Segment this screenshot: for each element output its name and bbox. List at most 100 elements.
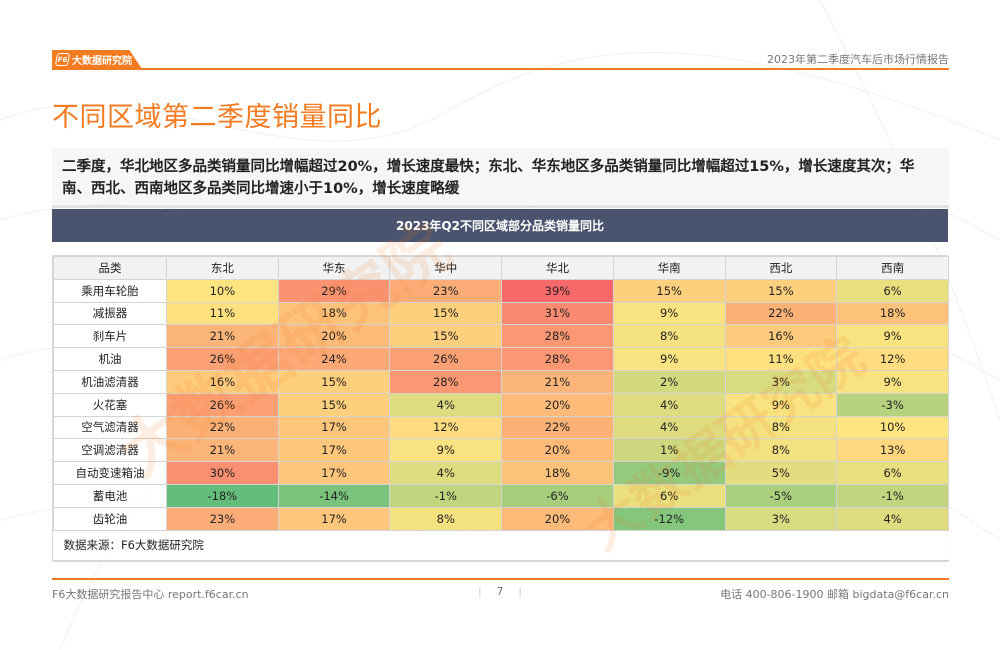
report-title: 2023年第二季度汽车后市场行情报告 [767, 53, 949, 66]
category-label: 自动变速箱油 [53, 461, 167, 485]
footer-report-center: F6大数据研究报告中心 report.f6car.cn [52, 588, 249, 601]
heatmap-cell: -18% [166, 483, 279, 508]
table-row: 减振器 11% 18% 15% 31% 9% 22% 18% [53, 301, 949, 326]
heatmap-cell: 3% [724, 369, 838, 394]
heatmap-cell: 28% [389, 369, 503, 394]
column-header-category: 品类 [53, 256, 167, 280]
category-label: 机油 [53, 347, 167, 371]
heatmap-cell: 13% [836, 438, 949, 463]
heatmap-cell: 6% [612, 483, 726, 508]
separator: | [518, 585, 522, 598]
heatmap-cell: 15% [389, 301, 503, 326]
heatmap-cell: 8% [724, 438, 838, 463]
table-header-row: 品类 东北 华东 华中 华北 华南 西北 西南 [53, 256, 949, 280]
heatmap-cell: -12% [612, 506, 726, 531]
heatmap-cell: -5% [724, 483, 838, 508]
heatmap-cell: 15% [612, 278, 726, 303]
heatmap-cell: 20% [501, 438, 614, 463]
heatmap-cell: 20% [277, 324, 391, 349]
heatmap-cell: -6% [501, 483, 614, 508]
heatmap-cell: 11% [724, 347, 838, 371]
page-number-block: | 7 | [478, 585, 522, 598]
table-row: 机油滤清器 16% 15% 28% 21% 2% 3% 9% [53, 369, 949, 394]
heatmap-cell: 21% [501, 369, 614, 394]
page-title: 不同区域第二季度销量同比 [52, 102, 382, 133]
heatmap-cell: 26% [166, 392, 279, 417]
heatmap-cell: 11% [166, 301, 279, 326]
heatmap-cell: 17% [277, 438, 391, 463]
heatmap-cell: 9% [836, 369, 949, 394]
heatmap-cell: 16% [724, 324, 838, 349]
heatmap-cell: 4% [389, 392, 503, 417]
heatmap-cell: 20% [501, 392, 614, 417]
category-label: 机油滤清器 [53, 369, 167, 394]
heatmap-cell: 12% [836, 347, 949, 371]
page-number: 7 [496, 585, 504, 598]
heatmap-cell: -14% [277, 483, 391, 508]
heatmap-cell: -9% [612, 461, 726, 485]
category-label: 蓄电池 [53, 483, 167, 508]
heatmap-cell: 4% [389, 461, 503, 485]
heatmap-cell: 39% [501, 278, 614, 303]
heatmap-cell: 21% [166, 324, 279, 349]
heatmap-cell: 24% [277, 347, 391, 371]
table-row: 火花塞 26% 15% 4% 20% 4% 9% -3% [53, 392, 949, 417]
table-row: 乘用车轮胎 10% 29% 23% 39% 15% 15% 6% [53, 278, 949, 303]
heatmap-cell: 8% [724, 415, 838, 440]
column-header-region: 华东 [277, 256, 391, 280]
category-label: 火花塞 [53, 392, 167, 417]
heatmap-cell: 26% [389, 347, 503, 371]
heatmap-cell: 9% [836, 324, 949, 349]
table-row: 自动变速箱油 30% 17% 4% 18% -9% 5% 6% [53, 461, 949, 485]
separator: | [478, 585, 482, 598]
heatmap-cell: 1% [612, 438, 726, 463]
heatmap-cell: 20% [501, 506, 614, 531]
heatmap-cell: 29% [277, 278, 391, 303]
f6-logo-icon: F6 [54, 53, 71, 66]
data-source: 数据来源：F6大数据研究院 [53, 529, 949, 561]
heatmap-cell: 5% [724, 461, 838, 485]
heatmap-cell: 4% [612, 392, 726, 417]
column-header-region: 华中 [389, 256, 503, 280]
column-header-region: 西南 [836, 256, 949, 280]
heatmap-cell: 23% [166, 506, 279, 531]
summary-text: 二季度，华北地区多品类销量同比增幅超过20%，增长速度最快；东北、华东地区多品类… [52, 148, 949, 204]
heatmap-cell: 26% [166, 347, 279, 371]
heatmap-cell: 10% [166, 278, 279, 303]
heatmap-cell: 16% [166, 369, 279, 394]
heatmap-cell: 2% [612, 369, 726, 394]
heatmap-cell: 9% [612, 301, 726, 326]
heatmap-cell: 8% [612, 324, 726, 349]
category-label: 减振器 [53, 301, 167, 326]
heatmap-cell: 23% [389, 278, 503, 303]
table-row: 空气滤清器 22% 17% 12% 22% 4% 8% 10% [53, 415, 949, 440]
heatmap-cell: 15% [724, 278, 838, 303]
heatmap-table: 品类 东北 华东 华中 华北 华南 西北 西南 乘用车轮胎 10% 29% 23% 39% 15% 15… [52, 255, 949, 562]
heatmap-cell: 8% [389, 506, 503, 531]
table-row: 机油 26% 24% 26% 28% 9% 11% 12% [53, 347, 949, 371]
category-label: 齿轮油 [53, 506, 167, 531]
heatmap-cell: 17% [277, 461, 391, 485]
heatmap-cell: 15% [277, 392, 391, 417]
heatmap-cell: 15% [277, 369, 391, 394]
heatmap-cell: 22% [724, 301, 838, 326]
heatmap-cell: -1% [389, 483, 503, 508]
heatmap-cell: 6% [836, 278, 949, 303]
summary-divider [52, 205, 949, 208]
page-header: F6 大数据研究院 2023年第二季度汽车后市场行情报告 [52, 50, 949, 70]
footer-divider [52, 578, 949, 580]
heatmap-cell: 12% [389, 415, 503, 440]
heatmap-cell: 18% [501, 461, 614, 485]
heatmap-cell: 10% [836, 415, 949, 440]
heatmap-cell: 22% [166, 415, 279, 440]
category-label: 刹车片 [53, 324, 167, 349]
source-row: 数据来源：F6大数据研究院 [53, 529, 949, 561]
header-divider [52, 68, 949, 70]
column-header-region: 华南 [612, 256, 726, 280]
heatmap-cell: 9% [612, 347, 726, 371]
column-header-region: 西北 [724, 256, 838, 280]
heatmap-cell: 17% [277, 415, 391, 440]
brand-tab: F6 大数据研究院 [52, 50, 142, 69]
table-row: 齿轮油 23% 17% 8% 20% -12% 3% 4% [53, 506, 949, 531]
heatmap-cell: 4% [836, 506, 949, 531]
